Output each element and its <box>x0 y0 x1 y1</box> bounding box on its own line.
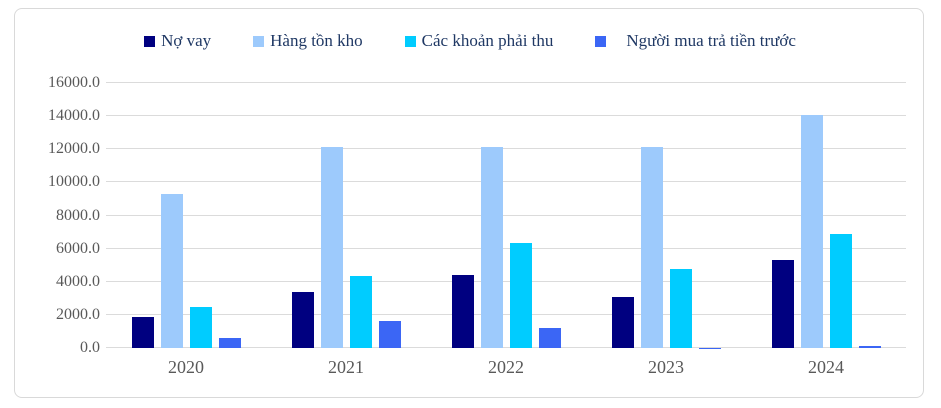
bar-cac-khoan-phai-thu-2021 <box>349 275 372 348</box>
gridline-12000.0 <box>106 148 906 150</box>
y-tick-label-8000.0: 8000.0 <box>56 206 100 224</box>
legend-label-cac-khoan-phai-thu: Các khoản phải thu <box>421 31 554 50</box>
x-tick-label-2021: 2021 <box>328 357 364 377</box>
y-tick-label-4000.0: 4000.0 <box>56 272 100 290</box>
bar-hang-ton-kho-2020 <box>160 193 183 348</box>
x-tick-label-2023: 2023 <box>648 357 684 377</box>
bar-group-2020 <box>106 83 266 348</box>
gridline-2000.0 <box>106 313 906 315</box>
bars-layer <box>106 83 906 348</box>
gridline-6000.0 <box>106 247 906 249</box>
y-tick-label-16000.0: 16000.0 <box>48 74 100 91</box>
y-tick-label-14000.0: 14000.0 <box>48 107 100 125</box>
y-tick-label-10000.0: 10000.0 <box>48 173 100 191</box>
y-tick-label-2000.0: 2000.0 <box>56 305 100 323</box>
legend-swatch-no-vay <box>144 35 156 47</box>
y-tick-label-12000.0: 12000.0 <box>48 140 100 158</box>
gridline-14000.0 <box>106 115 906 117</box>
x-tick-label-2020: 2020 <box>168 357 204 377</box>
bar-group-2021 <box>266 83 426 348</box>
bar-no-vay-2020 <box>131 316 154 348</box>
x-tick-label-2022: 2022 <box>488 357 524 377</box>
y-tick-label-6000.0: 6000.0 <box>56 239 100 257</box>
bar-nguoi-mua-tra-tien-truoc-2024 <box>858 345 881 348</box>
legend-item-cac-khoan-phai-thu: Các khoản phải thu <box>404 31 554 51</box>
bar-group-2023 <box>586 83 746 348</box>
bar-cac-khoan-phai-thu-2020 <box>189 307 212 348</box>
gridline-8000.0 <box>106 214 906 216</box>
bar-nguoi-mua-tra-tien-truoc-2022 <box>538 328 561 348</box>
y-tick-label-0.0: 0.0 <box>80 339 100 356</box>
bar-no-vay-2022 <box>451 275 474 348</box>
bar-cac-khoan-phai-thu-2024 <box>829 233 852 348</box>
plot-area <box>106 82 906 348</box>
bar-nguoi-mua-tra-tien-truoc-2021 <box>378 320 401 348</box>
gridline-16000.0 <box>106 82 906 83</box>
bar-group-2022 <box>426 83 586 348</box>
bar-no-vay-2023 <box>611 297 634 348</box>
bar-cac-khoan-phai-thu-2022 <box>509 242 532 348</box>
legend-label-no-vay: Nợ vay <box>161 31 212 50</box>
gridline-10000.0 <box>106 181 906 183</box>
legend-label-hang-ton-kho: Hàng tồn kho <box>270 31 363 50</box>
bar-cac-khoan-phai-thu-2023 <box>669 268 692 348</box>
legend-item-nguoi-mua-tra-tien-truoc: Người mua trả tiền trước <box>595 31 796 51</box>
legend-swatch-nguoi-mua-tra-tien-truoc <box>595 35 607 47</box>
legend-swatch-cac-khoan-phai-thu <box>404 35 416 47</box>
gridline-4000.0 <box>106 280 906 282</box>
gridline-0.0 <box>106 347 906 348</box>
bar-hang-ton-kho-2023 <box>640 146 663 348</box>
legend-label-nguoi-mua-tra-tien-truoc: Người mua trả tiền trước <box>626 31 796 50</box>
bar-hang-ton-kho-2022 <box>480 146 503 348</box>
bar-nguoi-mua-tra-tien-truoc-2020 <box>218 337 241 348</box>
bar-group-2024 <box>746 83 906 348</box>
legend-item-no-vay: Nợ vay <box>144 31 211 51</box>
bar-no-vay-2024 <box>771 260 794 348</box>
bar-hang-ton-kho-2021 <box>320 146 343 348</box>
y-axis: 0.0 2000.0 4000.0 6000.0 8000.0 10000.0 12000.… <box>15 74 100 356</box>
legend-item-hang-ton-kho: Hàng tồn kho <box>253 31 363 51</box>
x-axis: 2020 2021 2022 2023 2024 <box>106 357 906 378</box>
chart-legend: Nợ vay Hàng tồn kho Các khoản phải thu Ngườ… <box>20 31 920 51</box>
bar-hang-ton-kho-2024 <box>800 115 823 348</box>
bar-no-vay-2021 <box>291 291 314 348</box>
legend-swatch-hang-ton-kho <box>253 35 265 47</box>
x-tick-label-2024: 2024 <box>808 357 844 377</box>
